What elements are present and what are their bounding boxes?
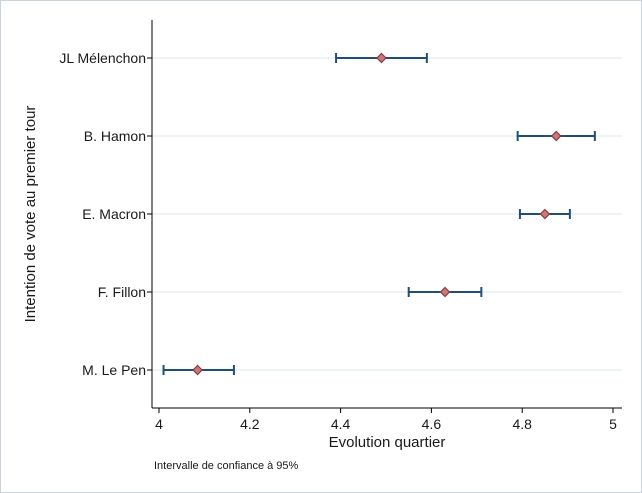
x-tick-label: 4.4: [331, 416, 351, 432]
category-label: M. Le Pen: [82, 362, 146, 378]
y-axis-title: Intention de vote au premier tour: [22, 106, 39, 323]
x-axis-title: Evolution quartier: [329, 434, 446, 451]
category-label: JL Mélenchon: [59, 50, 146, 66]
x-tick-label: 5: [609, 416, 617, 432]
x-tick-label: 4.6: [422, 416, 442, 432]
estimate-marker: [376, 52, 387, 64]
x-tick-label: 4.8: [512, 416, 532, 432]
estimate-marker: [192, 364, 203, 376]
confidence-interval-note: Intervalle de confiance à 95%: [154, 460, 299, 472]
x-tick-label: 4.2: [240, 416, 260, 432]
category-label: B. Hamon: [84, 128, 146, 144]
estimate-marker: [550, 130, 562, 142]
x-tick-label: 4: [155, 416, 163, 432]
category-label: F. Fillon: [98, 284, 146, 300]
estimate-marker: [539, 208, 551, 220]
category-label: E. Macron: [82, 206, 146, 222]
estimate-marker: [439, 286, 451, 298]
